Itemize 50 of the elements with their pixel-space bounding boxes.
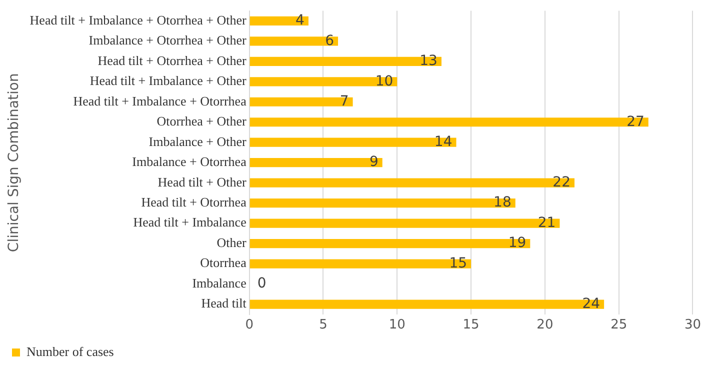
data-label: 0 bbox=[257, 276, 266, 292]
y-tick-label: Head tilt + Otorrhea bbox=[141, 194, 247, 210]
bar bbox=[250, 138, 456, 147]
legend-label: Number of cases bbox=[26, 344, 114, 359]
y-tick-label: Imbalance + Otorrhea + Other bbox=[88, 32, 248, 48]
y-tick-label: Other bbox=[216, 234, 248, 250]
x-tick-label: 5 bbox=[319, 318, 328, 333]
bar bbox=[250, 218, 560, 228]
bar bbox=[250, 178, 574, 188]
data-label: 27 bbox=[626, 114, 644, 130]
x-tick-label: 30 bbox=[684, 318, 701, 333]
x-tick-label: 0 bbox=[245, 318, 254, 333]
data-label: 13 bbox=[420, 53, 438, 70]
y-tick-label: Otorrhea bbox=[200, 255, 247, 270]
y-tick-label: Head tilt + Imbalance bbox=[133, 214, 247, 230]
bar bbox=[250, 118, 648, 127]
y-tick-label: Imbalance + Otorrhea bbox=[132, 154, 247, 170]
y-tick-label: Imbalance bbox=[192, 275, 247, 290]
bar bbox=[250, 16, 308, 26]
y-axis-title: Clinical Sign Combination bbox=[6, 73, 22, 252]
y-tick-label: Head tilt + Otorrhea + Other bbox=[98, 52, 248, 68]
data-label: 9 bbox=[369, 154, 378, 170]
x-tick-label: 25 bbox=[610, 318, 628, 333]
bar bbox=[250, 77, 398, 86]
x-tick-label: 15 bbox=[462, 318, 480, 333]
bar bbox=[250, 36, 338, 46]
y-tick-label: Head tilt + Other bbox=[158, 174, 248, 190]
data-label: 24 bbox=[582, 296, 600, 312]
x-tick-label: 10 bbox=[388, 318, 406, 333]
data-label: 18 bbox=[494, 194, 512, 211]
data-label: 6 bbox=[325, 32, 334, 49]
y-tick-label: Head tilt + Imbalance + Otorrhea + Other bbox=[30, 12, 248, 28]
data-label: 15 bbox=[449, 255, 468, 272]
data-label: 19 bbox=[508, 235, 526, 252]
y-tick-label: Head tilt + Imbalance + Other bbox=[90, 73, 248, 88]
data-label: 22 bbox=[552, 174, 570, 190]
bar bbox=[250, 300, 604, 309]
data-label: 7 bbox=[340, 94, 349, 110]
x-tick-label: 20 bbox=[536, 318, 554, 333]
bar bbox=[250, 56, 442, 66]
y-tick-label: Head tilt bbox=[201, 296, 247, 311]
y-tick-label: Otorrhea + Other bbox=[156, 114, 248, 129]
bar bbox=[250, 259, 472, 268]
y-tick-label: Imbalance + Other bbox=[148, 134, 248, 149]
data-label: 14 bbox=[434, 134, 452, 150]
data-label: 10 bbox=[375, 73, 394, 90]
data-label: 4 bbox=[296, 12, 305, 29]
y-tick-label: Head tilt + Imbalance + Otorrhea bbox=[73, 93, 247, 108]
bar bbox=[250, 97, 353, 106]
data-label: 21 bbox=[538, 214, 556, 231]
